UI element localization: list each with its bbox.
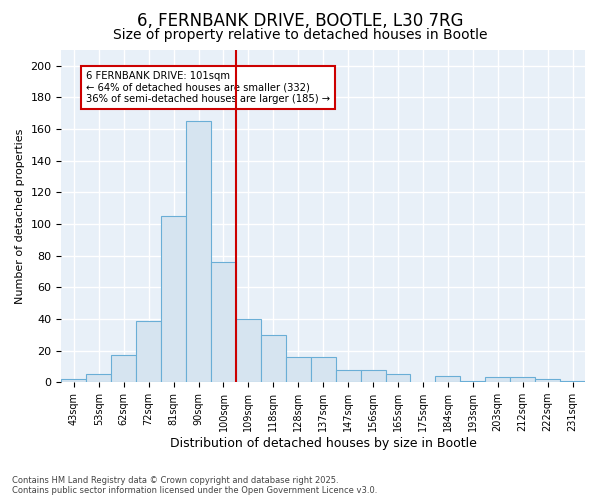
Bar bbox=[485, 378, 510, 382]
Bar bbox=[560, 380, 585, 382]
Bar bbox=[186, 121, 211, 382]
Bar bbox=[361, 370, 386, 382]
Bar bbox=[211, 262, 236, 382]
Bar bbox=[510, 378, 535, 382]
Bar bbox=[460, 380, 485, 382]
Text: 6 FERNBANK DRIVE: 101sqm
← 64% of detached houses are smaller (332)
36% of semi-: 6 FERNBANK DRIVE: 101sqm ← 64% of detach… bbox=[86, 70, 331, 104]
Bar bbox=[111, 356, 136, 382]
Bar bbox=[386, 374, 410, 382]
Text: Size of property relative to detached houses in Bootle: Size of property relative to detached ho… bbox=[113, 28, 487, 42]
Bar bbox=[311, 357, 335, 382]
Y-axis label: Number of detached properties: Number of detached properties bbox=[15, 128, 25, 304]
Text: Contains HM Land Registry data © Crown copyright and database right 2025.
Contai: Contains HM Land Registry data © Crown c… bbox=[12, 476, 377, 495]
Bar bbox=[61, 379, 86, 382]
Bar bbox=[436, 376, 460, 382]
Bar bbox=[286, 357, 311, 382]
Bar bbox=[335, 370, 361, 382]
Bar bbox=[236, 319, 261, 382]
Text: 6, FERNBANK DRIVE, BOOTLE, L30 7RG: 6, FERNBANK DRIVE, BOOTLE, L30 7RG bbox=[137, 12, 463, 30]
Bar bbox=[86, 374, 111, 382]
Bar bbox=[261, 335, 286, 382]
X-axis label: Distribution of detached houses by size in Bootle: Distribution of detached houses by size … bbox=[170, 437, 476, 450]
Bar bbox=[161, 216, 186, 382]
Bar bbox=[535, 379, 560, 382]
Bar bbox=[136, 320, 161, 382]
